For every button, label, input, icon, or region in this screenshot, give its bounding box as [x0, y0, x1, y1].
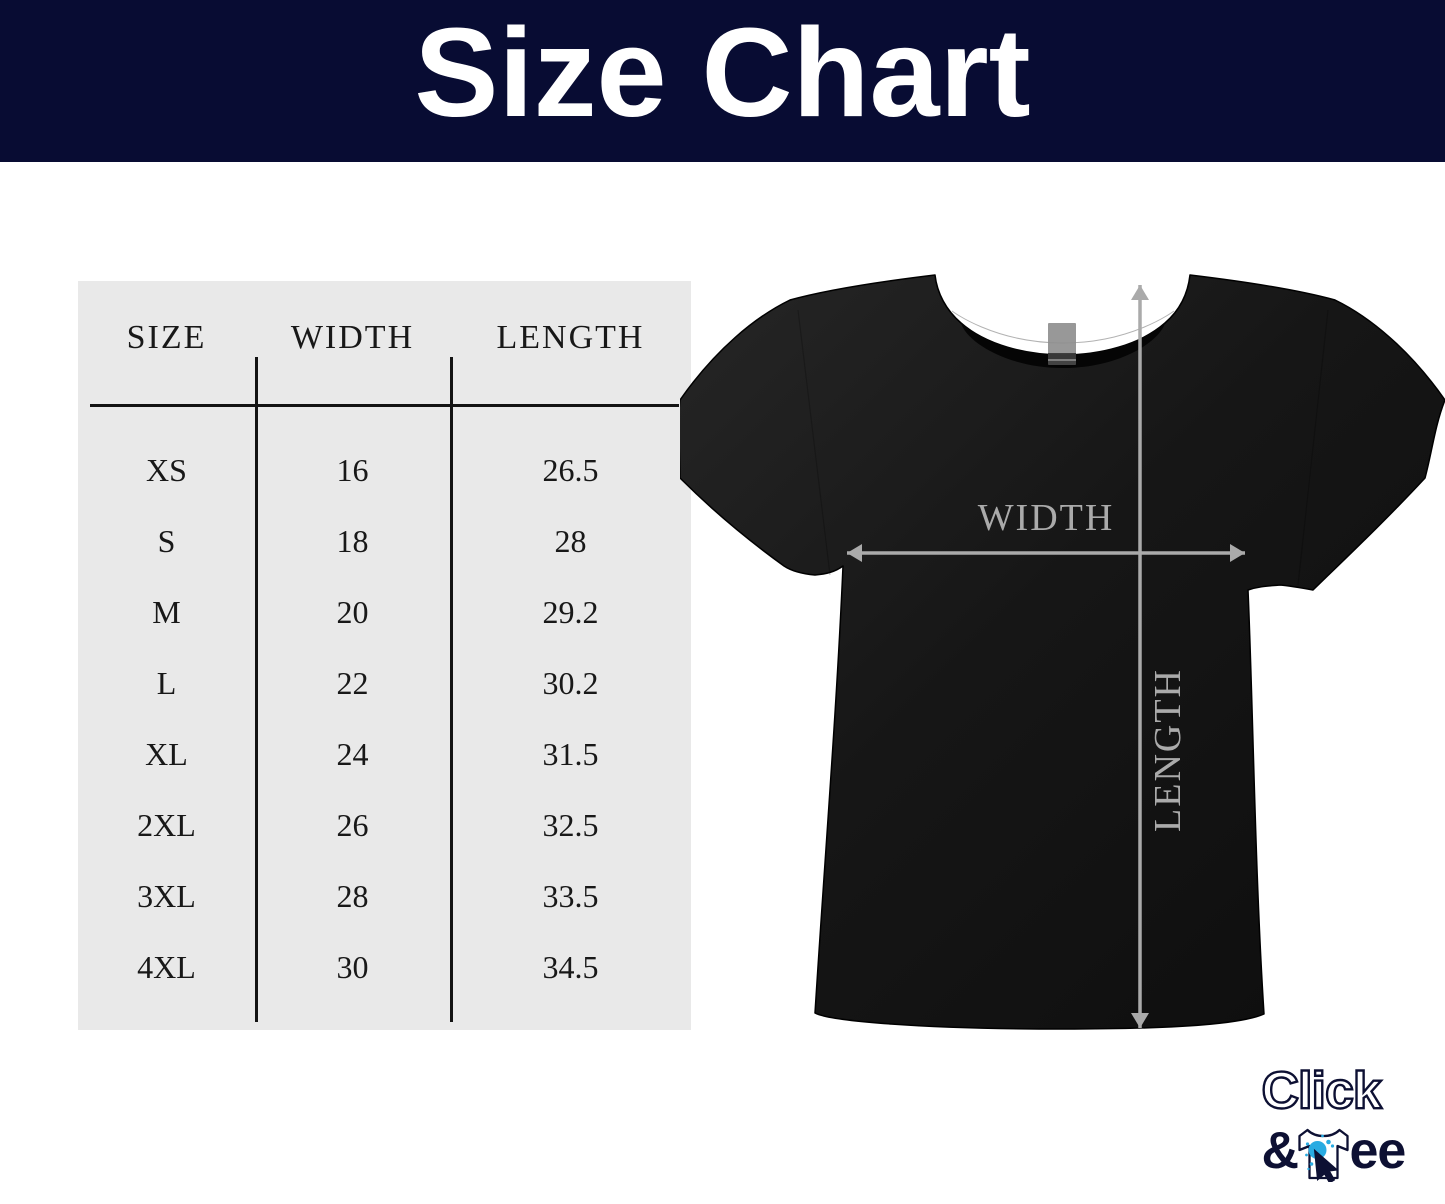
svg-text:ee: ee [1350, 1122, 1406, 1180]
svg-text:&: & [1262, 1122, 1299, 1180]
svg-text:WIDTH: WIDTH [978, 497, 1115, 539]
svg-text:LENGTH: LENGTH [1147, 668, 1189, 832]
svg-text:Click: Click [1262, 1062, 1382, 1120]
